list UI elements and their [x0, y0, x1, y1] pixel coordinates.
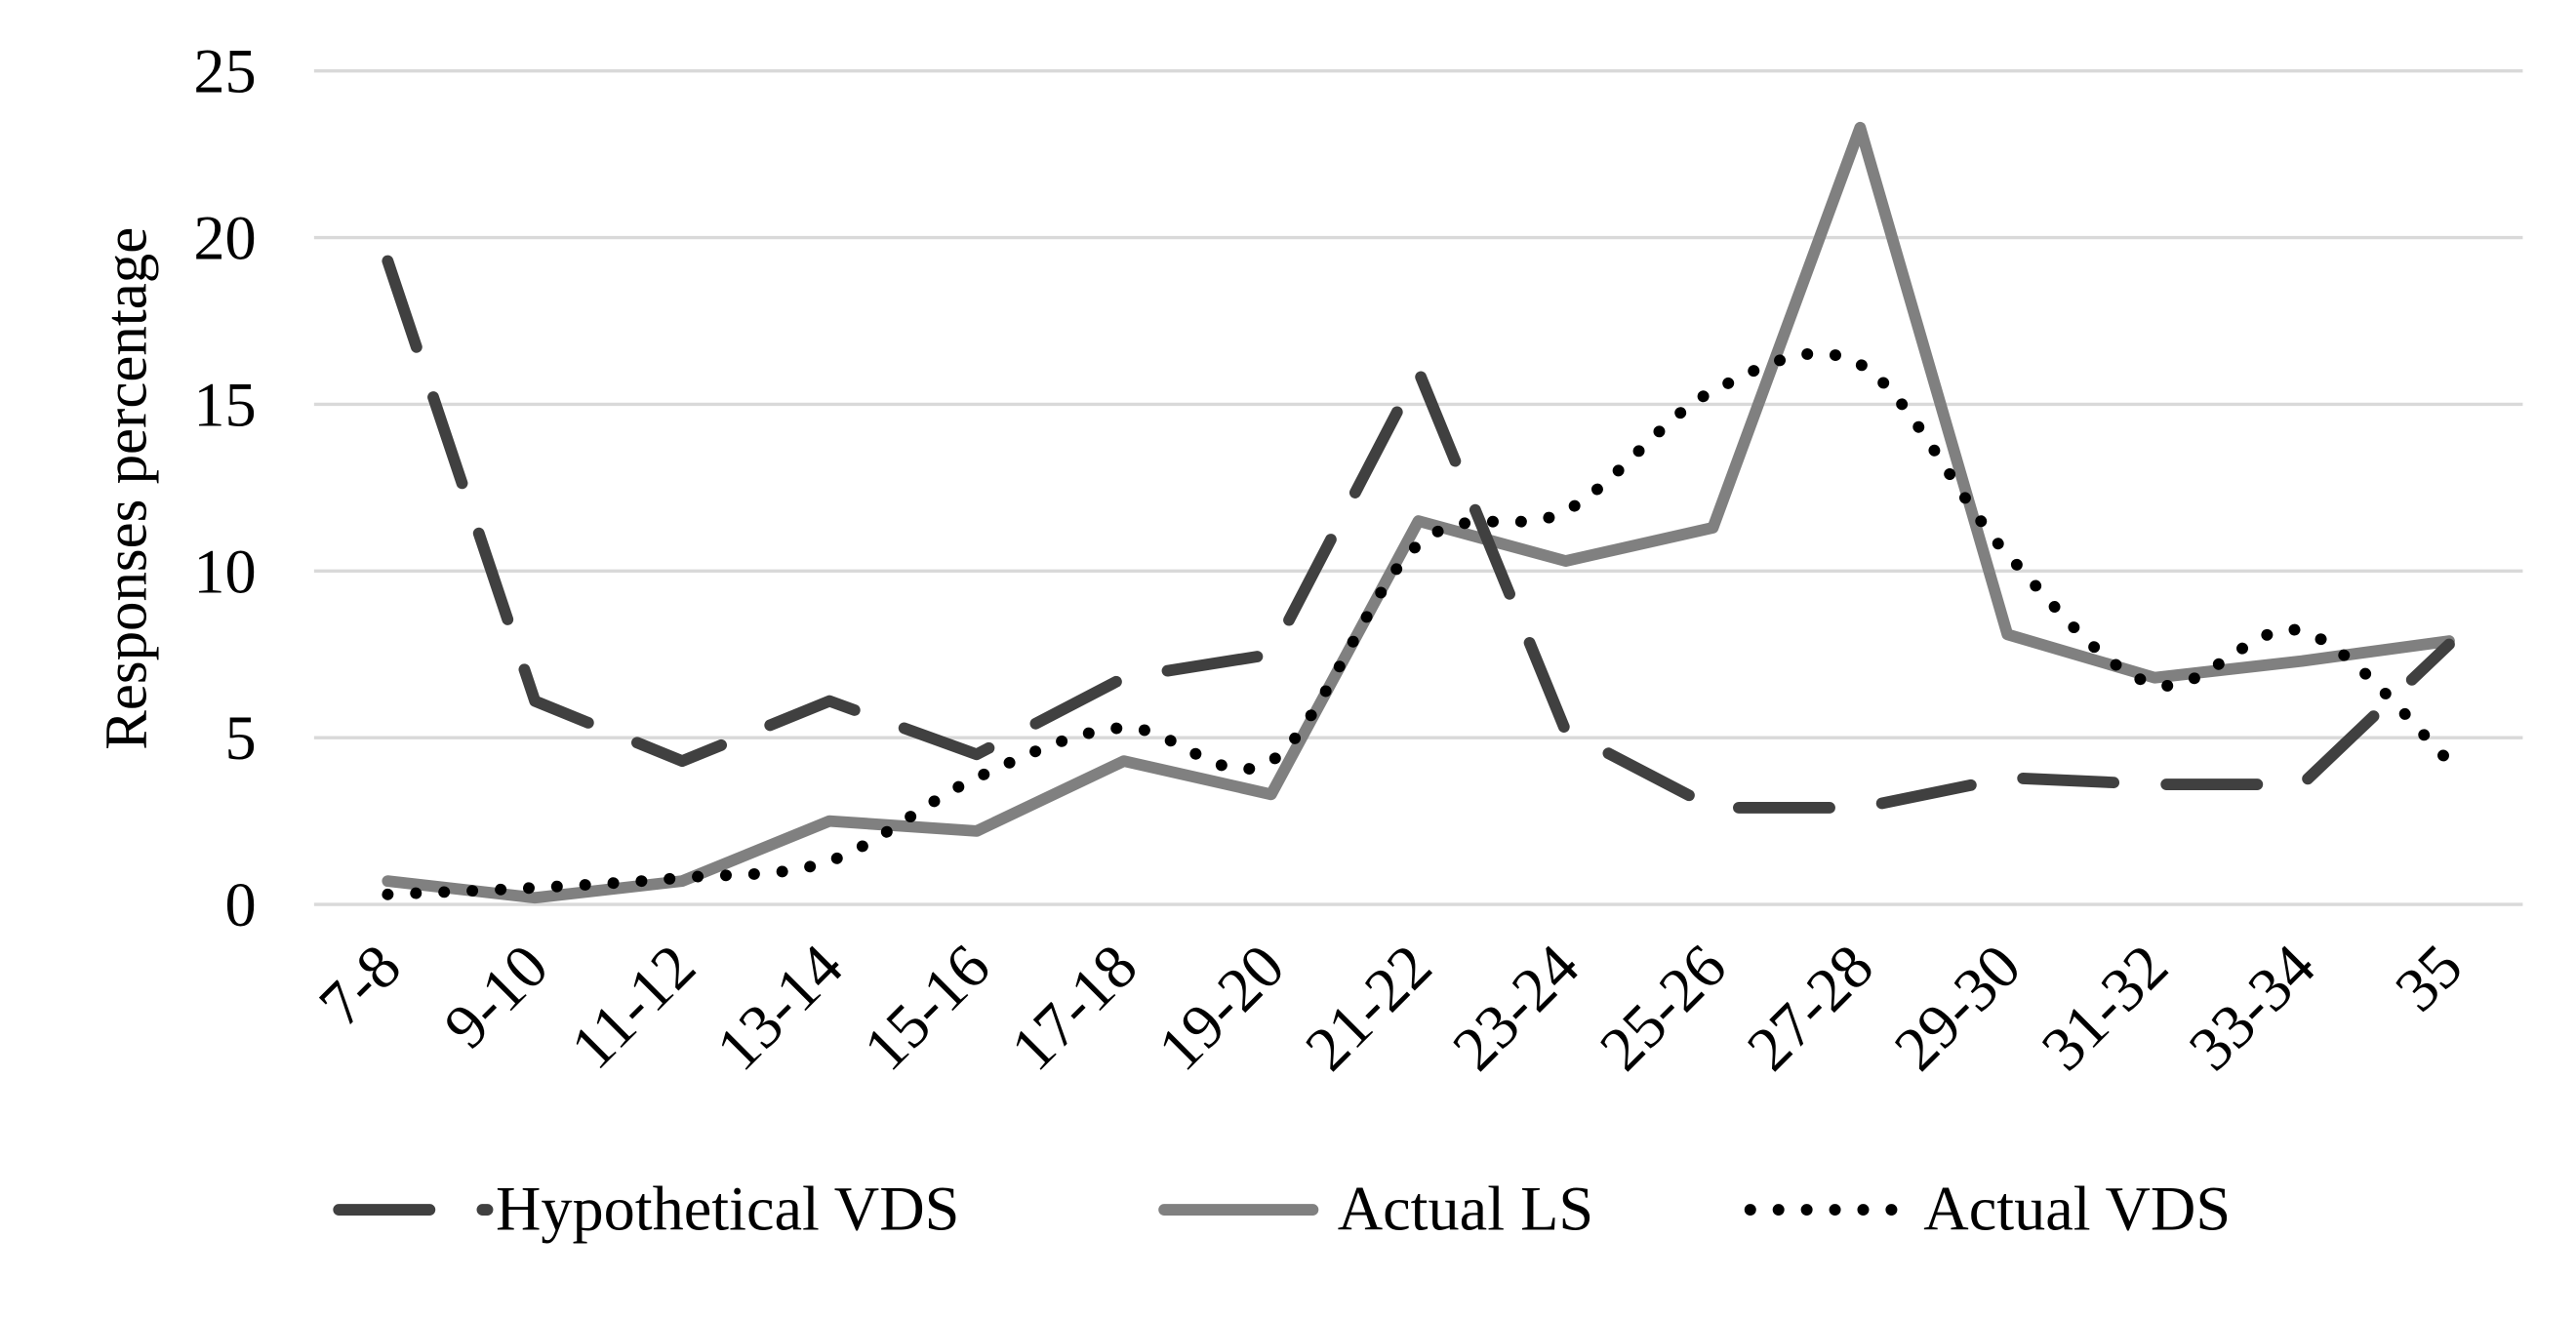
data-point	[2148, 678, 2161, 692]
data-point	[970, 771, 984, 784]
legend-label: Actual VDS	[1923, 1174, 2231, 1243]
legend-label: Actual LS	[1338, 1174, 1593, 1243]
data-point	[382, 255, 395, 268]
data-point	[1707, 801, 1720, 815]
series-line-actual-ls	[382, 121, 2455, 904]
data-point	[823, 855, 836, 868]
data-point	[528, 881, 542, 895]
data-point	[1117, 754, 1131, 768]
data-point	[2000, 628, 2014, 642]
data-point	[1117, 721, 1131, 735]
data-point	[1265, 788, 1278, 802]
data-point	[1412, 365, 1426, 379]
data-point	[1559, 554, 1573, 568]
data-point	[823, 695, 836, 708]
data-point	[1707, 521, 1720, 535]
x-tick-label: 13-14	[704, 931, 856, 1083]
data-point	[2295, 624, 2309, 638]
x-tick-label: 15-16	[851, 931, 1003, 1083]
data-point	[2442, 638, 2456, 652]
legend-label: Hypothetical VDS	[496, 1174, 959, 1243]
legend-item: Actual VDS	[1744, 1174, 2231, 1243]
data-point	[2148, 778, 2161, 791]
x-axis-ticks: 7-8 9-1011-1213-1415-1617-1819-2021-2223-…	[305, 931, 2475, 1083]
data-point	[1412, 514, 1426, 528]
x-tick-label: 19-20	[1145, 931, 1297, 1083]
x-tick-label: 31-32	[2029, 931, 2181, 1083]
y-axis-ticks: 0 5 10 15 20 25	[193, 37, 256, 939]
series-lines	[382, 121, 2456, 904]
data-point	[1559, 725, 1573, 738]
data-point	[1412, 538, 1426, 551]
x-tick-label: 33-34	[2176, 931, 2328, 1083]
data-point	[528, 695, 542, 708]
data-point	[1265, 648, 1278, 661]
y-axis-label: Responses percentage	[94, 227, 159, 750]
data-point	[2295, 778, 2309, 791]
data-point	[2442, 754, 2456, 768]
y-tick-label: 20	[193, 204, 256, 273]
y-tick-label: 15	[193, 370, 256, 439]
data-point	[1854, 358, 1868, 372]
data-point	[970, 748, 984, 762]
x-tick-label: 7-8	[305, 931, 414, 1039]
data-point	[1854, 801, 1868, 815]
data-point	[1707, 384, 1720, 398]
x-tick-label: 27-28	[1734, 931, 1886, 1083]
data-point	[2295, 655, 2309, 668]
data-point	[382, 888, 395, 901]
x-tick-label: 25-26	[1587, 931, 1739, 1083]
y-tick-label: 10	[193, 537, 256, 606]
x-tick-label: 29-30	[1881, 931, 2033, 1083]
x-tick-label: 9-10	[431, 931, 562, 1061]
y-tick-label: 0	[225, 870, 257, 939]
x-tick-label: 21-22	[1292, 931, 1444, 1083]
legend-item: Hypothetical VDS	[333, 1174, 959, 1243]
data-point	[675, 871, 689, 885]
data-point	[1265, 754, 1278, 768]
x-tick-label: 35	[2382, 931, 2475, 1024]
data-point	[2000, 547, 2014, 561]
y-tick-label: 25	[193, 37, 256, 106]
data-point	[1559, 504, 1573, 518]
data-point	[970, 824, 984, 838]
x-tick-label: 17-18	[997, 931, 1149, 1083]
data-point	[823, 815, 836, 828]
data-point	[382, 874, 395, 888]
data-point	[675, 754, 689, 768]
gridlines	[313, 69, 2523, 906]
data-point	[1117, 671, 1131, 685]
series-line-hypothetical-vds	[382, 255, 2455, 814]
x-tick-label: 11-12	[557, 931, 708, 1082]
legend: Hypothetical VDS Actual LS Actual VDS	[333, 1174, 2231, 1243]
x-tick-label: 23-24	[1439, 931, 1591, 1083]
legend-item: Actual LS	[1158, 1174, 1593, 1243]
data-point	[2000, 771, 2014, 784]
series-line-actual-vds	[382, 347, 2455, 900]
y-tick-label: 5	[225, 703, 257, 773]
data-point	[1854, 121, 1868, 135]
